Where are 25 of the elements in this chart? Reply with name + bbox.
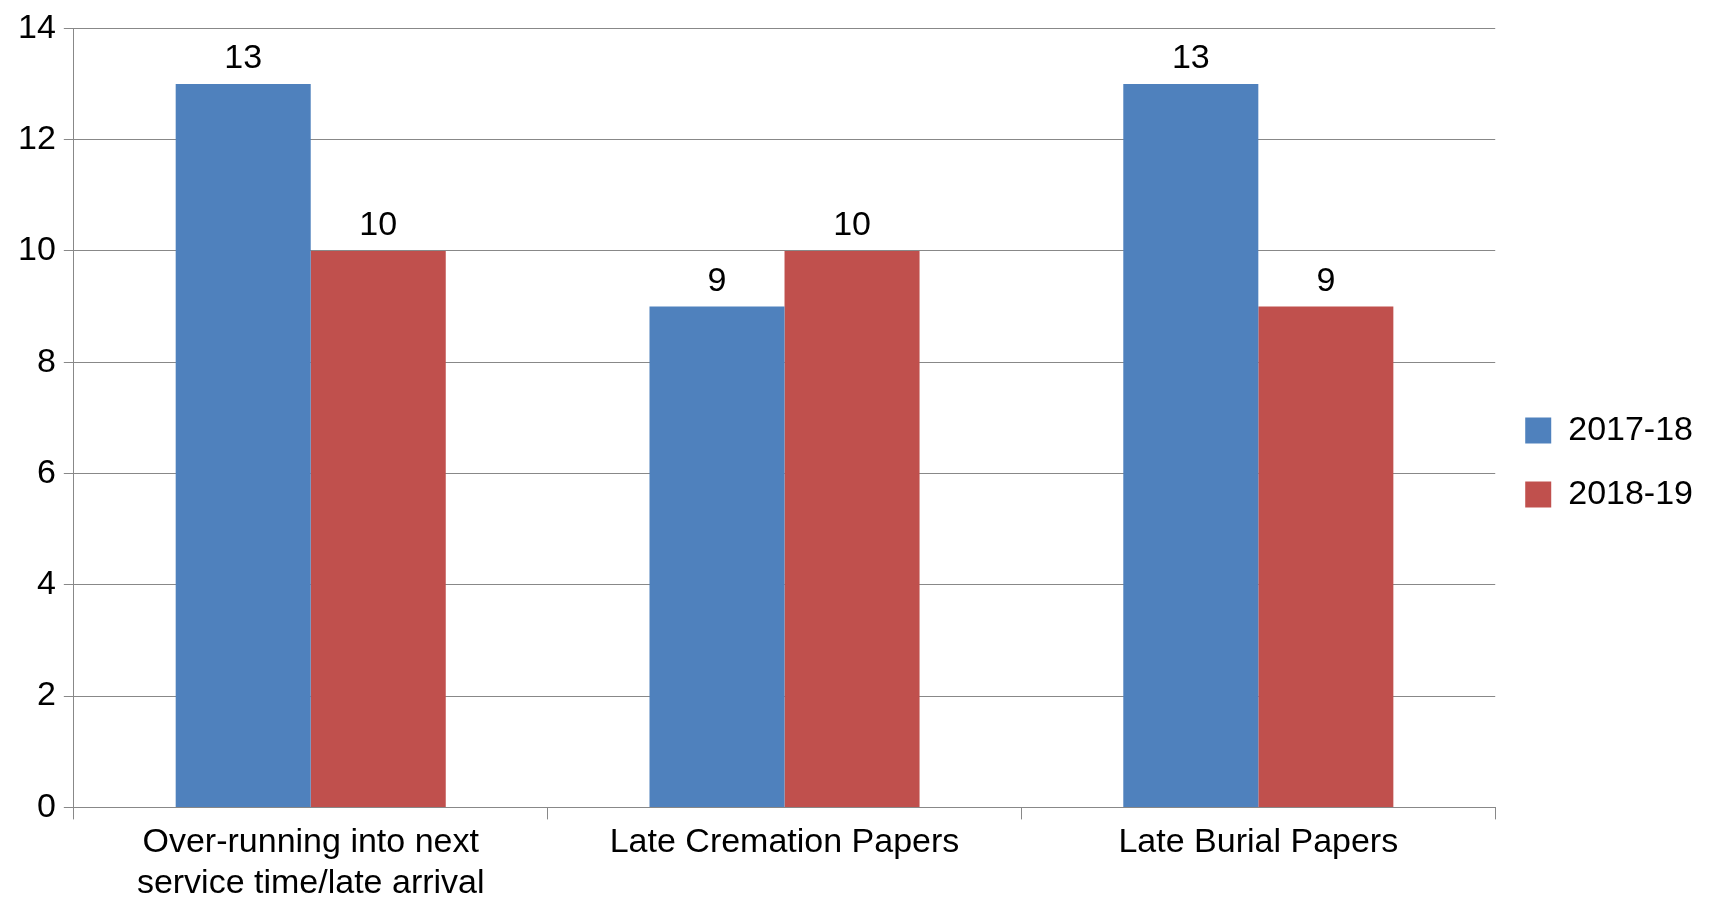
bar: [310, 250, 446, 807]
y-tick-label: 14: [17, 6, 56, 45]
x-tick-label: Over-running into next service time/late arrival: [136, 821, 485, 900]
data-label: 10: [833, 204, 871, 243]
bar: [784, 250, 920, 807]
y-tick-label: 12: [17, 118, 56, 157]
y-tick-label: 2: [36, 674, 56, 713]
data-label: 10: [359, 204, 398, 243]
bar: [1258, 306, 1394, 807]
data-label: 13: [224, 37, 263, 76]
bar: [1123, 84, 1259, 807]
bar: [649, 306, 785, 807]
data-label: 9: [707, 259, 727, 298]
legend-label: 2017-18: [1568, 408, 1693, 447]
x-tick-label: Late Cremation Papers: [609, 821, 960, 860]
y-tick-label: 10: [17, 229, 56, 268]
bar: [175, 84, 311, 807]
x-tick-label: Late Burial Papers: [1118, 821, 1399, 860]
y-tick-label: 4: [36, 563, 56, 602]
data-label: 9: [1316, 259, 1336, 298]
data-label: 13: [1171, 37, 1210, 76]
legend-label: 2018-19: [1568, 472, 1693, 511]
y-tick-label: 6: [36, 451, 56, 490]
y-tick-label: 8: [36, 340, 56, 379]
y-tick-label: 0: [36, 785, 56, 824]
